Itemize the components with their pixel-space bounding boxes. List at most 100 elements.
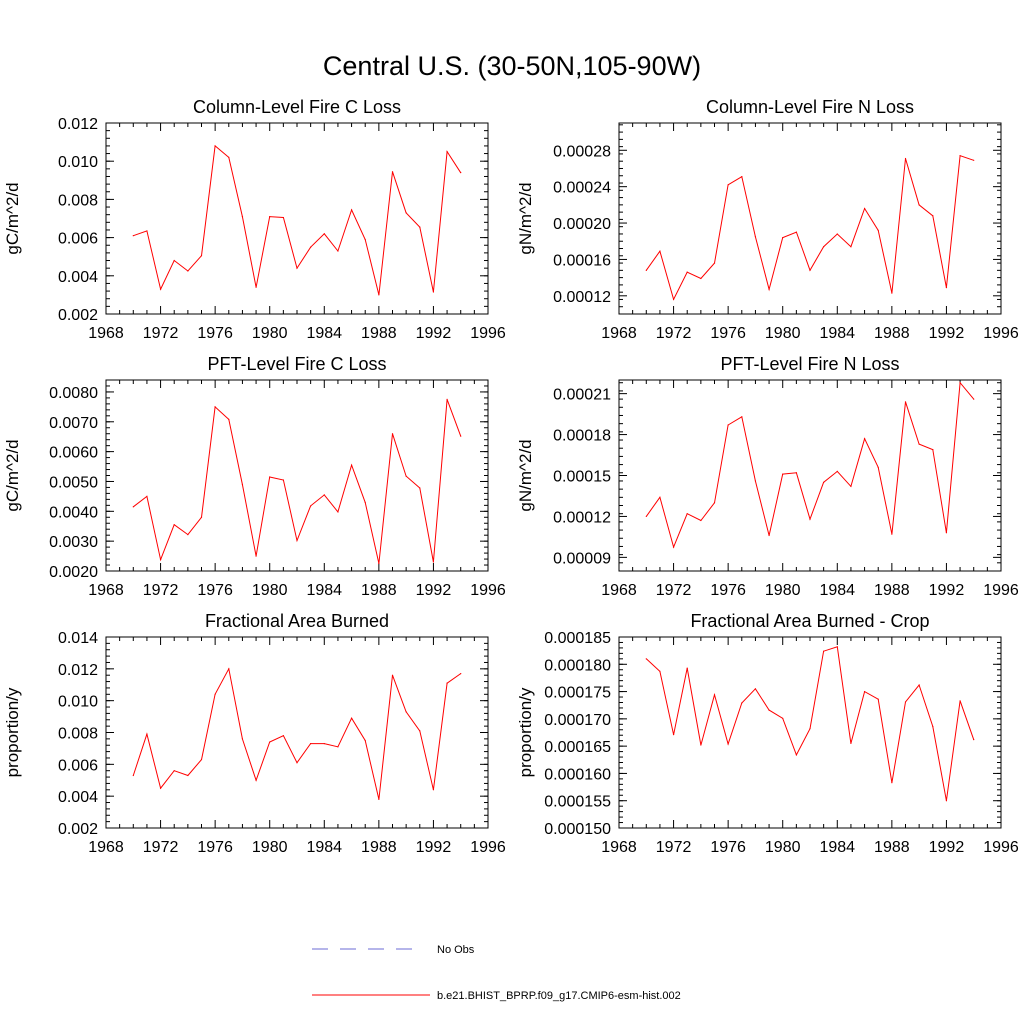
data-point bbox=[700, 277, 702, 280]
plot-frame bbox=[105, 636, 489, 829]
data-point bbox=[173, 770, 175, 772]
y-tick-label: 0.008 bbox=[58, 726, 98, 743]
x-tick-label: 1996 bbox=[983, 325, 1019, 342]
panel-title: PFT-Level Fire N Loss bbox=[720, 354, 899, 374]
x-tick-label: 1988 bbox=[361, 582, 397, 599]
x-tick-label: 1984 bbox=[819, 582, 855, 599]
data-point bbox=[904, 157, 907, 160]
data-point bbox=[159, 787, 162, 789]
data-point bbox=[391, 433, 394, 435]
figure-title: Central U.S. (30-50N,105-90W) bbox=[323, 51, 701, 81]
data-point bbox=[795, 754, 797, 756]
data-point bbox=[228, 156, 230, 158]
x-tick-label: 1984 bbox=[306, 839, 342, 856]
chart-panel-1: Column-Level Fire C Loss gC/m^2/d 1968 1972… bbox=[3, 97, 506, 342]
data-point bbox=[228, 418, 230, 420]
data-point bbox=[904, 701, 907, 703]
data-point bbox=[809, 728, 811, 730]
data-point bbox=[350, 717, 353, 719]
data-point bbox=[768, 288, 770, 291]
x-tick-label: 1972 bbox=[143, 325, 179, 342]
data-point bbox=[672, 546, 675, 548]
data-point bbox=[364, 238, 366, 241]
data-point bbox=[460, 673, 462, 675]
x-tick-label: 1972 bbox=[143, 582, 179, 599]
y-tick-label: 0.00018 bbox=[553, 428, 611, 445]
y-tick-label: 0.000150 bbox=[544, 821, 611, 838]
data-point bbox=[973, 159, 975, 161]
panel-title: PFT-Level Fire C Loss bbox=[207, 354, 386, 374]
data-point bbox=[727, 184, 729, 186]
data-point bbox=[241, 738, 244, 740]
series-line-model bbox=[133, 144, 462, 296]
panels: Column-Level Fire C Loss gC/m^2/d 1968 1972… bbox=[3, 97, 1019, 856]
data-point bbox=[159, 559, 162, 561]
y-tick-label: 0.0040 bbox=[49, 504, 98, 521]
chart-panel-5: Fractional Area Burned proportion/y 1968 19… bbox=[3, 611, 506, 856]
y-tick-label: 0.010 bbox=[58, 154, 98, 171]
data-point bbox=[323, 233, 325, 235]
y-tick-label: 0.0030 bbox=[49, 534, 98, 551]
y-axis-label: gC/m^2/d bbox=[3, 439, 22, 511]
data-point bbox=[823, 246, 825, 248]
data-point bbox=[310, 246, 312, 248]
data-point bbox=[645, 269, 647, 271]
data-point bbox=[863, 207, 866, 210]
y-tick-label: 0.000165 bbox=[544, 739, 611, 756]
y-tick-label: 0.010 bbox=[58, 694, 98, 711]
data-point bbox=[432, 561, 435, 563]
series-line-model bbox=[645, 381, 975, 549]
data-point bbox=[672, 734, 675, 736]
series-line-model bbox=[645, 646, 975, 801]
panel-title: Fractional Area Burned - Crop bbox=[690, 611, 929, 631]
data-point bbox=[214, 145, 216, 147]
x-tick-label: 1996 bbox=[470, 325, 506, 342]
y-axis-label: gN/m^2/d bbox=[516, 182, 535, 254]
plot-frame bbox=[618, 122, 1002, 315]
x-tick-label: 1996 bbox=[470, 839, 506, 856]
legend-label-model: b.e21.BHIST_BPRP.f09_g17.CMIP6-esm-hist.… bbox=[437, 990, 681, 1002]
data-point bbox=[269, 215, 271, 218]
x-tick-label: 1968 bbox=[88, 839, 124, 856]
data-point bbox=[686, 667, 688, 669]
data-point bbox=[945, 800, 948, 802]
chart-panel-2: Column-Level Fire N Loss gN/m^2/d 1968 1972… bbox=[516, 97, 1019, 342]
data-point bbox=[918, 443, 920, 445]
x-tick-label: 1980 bbox=[252, 839, 288, 856]
data-point bbox=[782, 237, 784, 239]
x-tick-label: 1984 bbox=[819, 325, 855, 342]
data-point bbox=[877, 229, 879, 231]
y-tick-label: 0.012 bbox=[58, 116, 98, 133]
y-tick-label: 0.008 bbox=[58, 192, 98, 209]
y-tick-label: 0.014 bbox=[58, 630, 98, 647]
data-point bbox=[364, 501, 366, 503]
y-tick-label: 0.006 bbox=[58, 231, 98, 248]
data-point bbox=[446, 398, 448, 400]
x-tick-label: 1992 bbox=[416, 325, 452, 342]
series-line-model bbox=[132, 667, 461, 800]
x-tick-label: 1996 bbox=[983, 839, 1019, 856]
data-point bbox=[754, 480, 757, 482]
x-tick-label: 1992 bbox=[416, 839, 452, 856]
y-tick-label: 0.0060 bbox=[49, 445, 98, 462]
y-tick-label: 0.012 bbox=[58, 662, 98, 679]
data-point bbox=[741, 702, 743, 704]
data-point bbox=[323, 743, 325, 745]
data-point bbox=[727, 743, 729, 745]
x-tick-label: 1988 bbox=[874, 325, 910, 342]
data-point bbox=[741, 176, 743, 178]
x-tick-label: 1968 bbox=[88, 325, 124, 342]
data-point bbox=[296, 267, 298, 269]
data-point bbox=[337, 746, 339, 748]
data-point bbox=[891, 782, 893, 784]
data-point bbox=[659, 670, 661, 672]
data-point bbox=[282, 479, 284, 481]
data-point bbox=[713, 262, 716, 264]
data-point bbox=[823, 481, 825, 483]
x-tick-label: 1992 bbox=[416, 582, 452, 599]
data-point bbox=[228, 668, 230, 670]
y-tick-label: 0.004 bbox=[58, 269, 98, 286]
data-point bbox=[200, 516, 203, 518]
data-point bbox=[187, 533, 189, 536]
